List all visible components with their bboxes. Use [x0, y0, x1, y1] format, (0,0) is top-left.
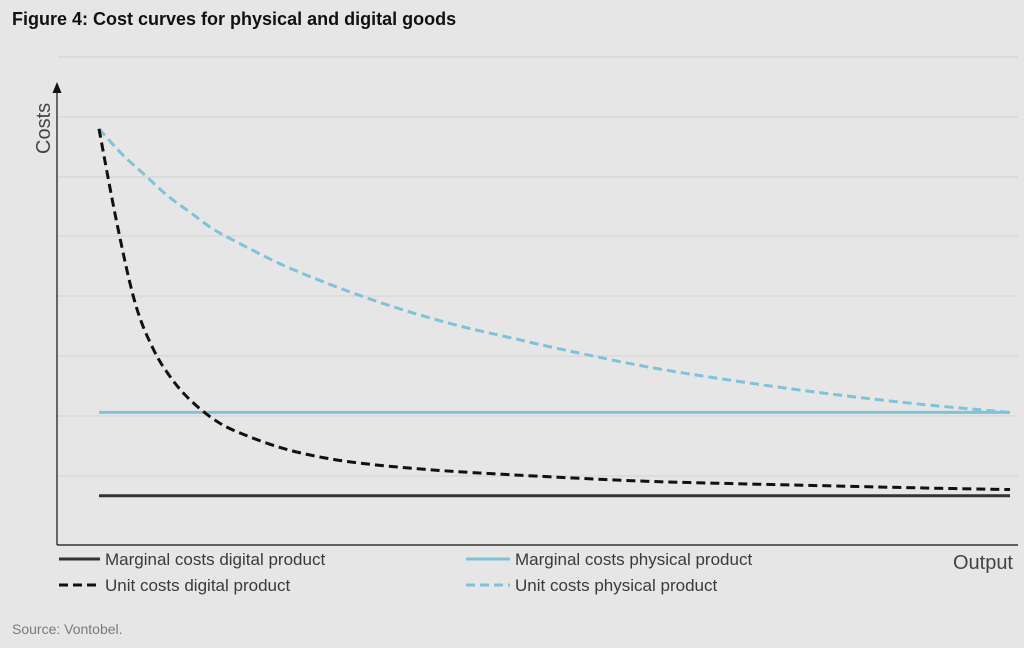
legend-item: Unit costs physical product [466, 576, 717, 595]
axes: Costs Output [33, 82, 1018, 574]
legend-item: Marginal costs physical product [466, 550, 752, 569]
y-axis-arrow-icon [52, 82, 62, 93]
legend-label: Marginal costs digital product [105, 550, 325, 569]
legend-item: Unit costs digital product [59, 576, 290, 595]
gridlines [58, 56, 1018, 477]
legend: Marginal costs digital product Marginal c… [59, 550, 752, 595]
series-lines [97, 127, 1011, 498]
legend-label: Unit costs digital product [105, 576, 290, 595]
y-axis-label: Costs [33, 103, 55, 154]
legend-item: Marginal costs digital product [59, 550, 325, 569]
source-note: Source: Vontobel. [12, 621, 123, 637]
series-line-unit-costs-digital-product [97, 128, 1011, 492]
legend-label: Unit costs physical product [515, 576, 717, 595]
legend-label: Marginal costs physical product [515, 550, 752, 569]
x-axis-label: Output [953, 552, 1013, 574]
figure-title: Figure 4: Cost curves for physical and d… [12, 9, 457, 29]
series-line-unit-costs-physical-product [97, 127, 1011, 414]
